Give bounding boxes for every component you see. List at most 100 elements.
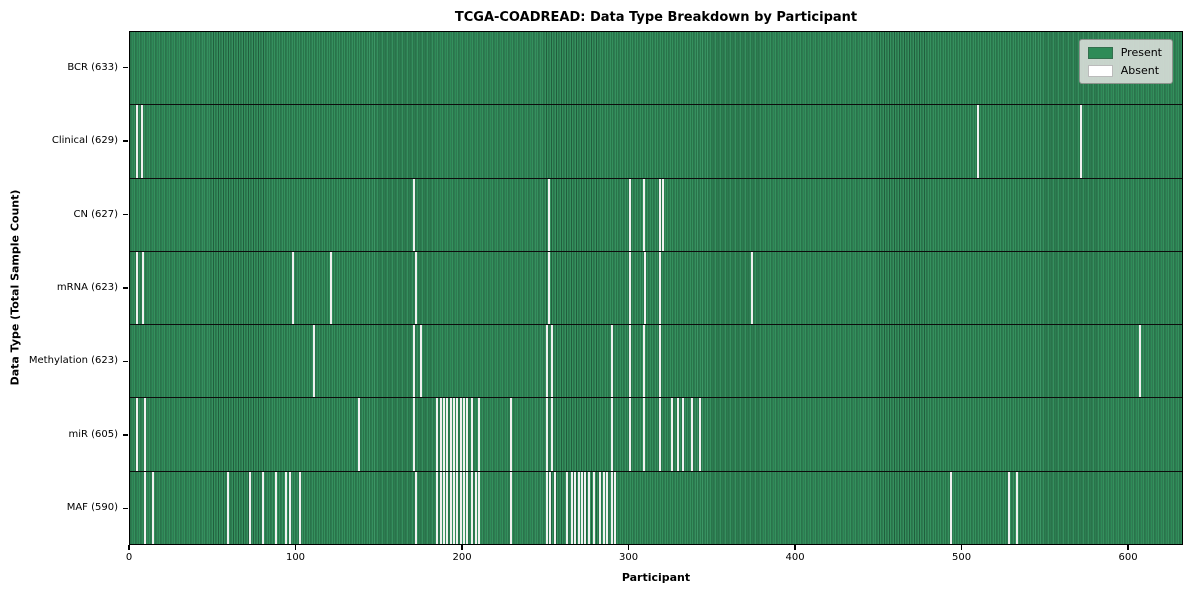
absent-line — [135, 105, 138, 178]
row-band-bcr — [130, 32, 1182, 106]
absent-line — [554, 471, 557, 544]
absent-line — [629, 325, 632, 398]
y-tick-mark — [123, 507, 128, 509]
absent-line — [599, 471, 602, 544]
y-tick-label: mRNA (623) — [56, 282, 118, 293]
x-tick-mark — [461, 545, 463, 550]
x-tick-mark — [794, 545, 796, 550]
absent-line — [605, 471, 608, 544]
x-tick-label: 500 — [951, 552, 972, 563]
row-band-methylation — [130, 325, 1182, 399]
absent-line — [659, 398, 662, 471]
absent-line — [471, 471, 474, 544]
y-tick-label: CN (627) — [73, 208, 118, 220]
absent-line — [547, 251, 550, 325]
absent-line — [456, 471, 459, 544]
absent-line — [478, 471, 480, 544]
absent-line — [227, 471, 230, 544]
absent-line — [546, 325, 549, 398]
absent-line — [275, 471, 278, 544]
absent-line — [690, 398, 693, 471]
legend-label: Present — [1120, 46, 1162, 59]
x-tick-mark — [1127, 545, 1129, 550]
absent-line — [413, 325, 416, 398]
absent-line — [642, 178, 645, 251]
y-tick-mark — [123, 434, 128, 436]
x-tick-label: 200 — [452, 552, 472, 563]
y-tick-mark — [123, 360, 128, 363]
y-tick-label: Methylation (623) — [28, 355, 118, 367]
absent-line — [546, 471, 549, 544]
absent-line — [659, 325, 662, 398]
absent-line — [436, 471, 439, 544]
absent-line — [463, 398, 466, 471]
absent-line — [449, 471, 452, 544]
absent-line — [330, 251, 333, 325]
absent-line — [143, 398, 146, 471]
y-tick-mark — [123, 213, 128, 216]
absent-line — [642, 325, 645, 398]
absent-line — [614, 471, 617, 544]
absent-line — [509, 398, 512, 471]
absent-line — [547, 178, 550, 251]
absent-line — [298, 471, 301, 544]
absent-line — [453, 471, 456, 544]
absent-line — [577, 471, 580, 544]
x-tick-label: 100 — [285, 552, 306, 563]
chart-title: TCGA-COADREAD: Data Type Breakdown by Pa… — [454, 10, 858, 25]
absent-line — [443, 471, 446, 544]
absent-line — [1139, 325, 1142, 398]
absent-line — [699, 398, 702, 471]
absent-line — [446, 471, 449, 544]
absent-line — [261, 471, 264, 544]
absent-line — [152, 471, 155, 544]
x-tick-mark — [627, 545, 630, 550]
absent-line — [478, 398, 480, 471]
absent-line — [750, 251, 753, 325]
x-tick-mark — [294, 545, 297, 550]
absent-line — [449, 398, 452, 471]
row-band-mir — [130, 398, 1182, 472]
absent-line — [291, 251, 294, 325]
absent-line — [551, 398, 554, 471]
absent-line — [602, 471, 605, 544]
x-tick-label: 400 — [785, 552, 805, 563]
absent-line — [1008, 471, 1011, 544]
absent-line — [1016, 471, 1019, 544]
legend-swatch-absent — [1087, 64, 1113, 77]
absent-line — [574, 471, 577, 544]
absent-line — [248, 471, 251, 544]
absent-line — [976, 105, 979, 178]
absent-line — [463, 471, 466, 544]
absent-line — [659, 178, 662, 251]
absent-line — [592, 471, 595, 544]
legend: Present Absent — [1078, 39, 1173, 84]
absent-line — [459, 471, 462, 544]
absent-line — [610, 325, 613, 398]
absent-line — [509, 471, 512, 544]
absent-line — [443, 398, 446, 471]
absent-line — [551, 325, 554, 398]
absent-line — [474, 471, 477, 544]
x-tick-label: 600 — [1118, 552, 1138, 563]
y-tick-label: Clinical (629) — [51, 135, 118, 147]
legend-label: Absent — [1120, 64, 1160, 77]
absent-line — [143, 471, 146, 544]
absent-line — [453, 398, 456, 471]
absent-line — [1079, 105, 1082, 178]
absent-line — [571, 471, 574, 544]
absent-line — [642, 398, 645, 471]
absent-line — [466, 398, 469, 471]
absent-line — [566, 471, 569, 544]
absent-line — [135, 398, 138, 471]
y-tick-label: miR (605) — [68, 428, 118, 440]
absent-line — [629, 178, 632, 251]
absent-line — [140, 105, 143, 178]
absent-line — [419, 325, 422, 398]
absent-line — [313, 325, 316, 398]
absent-line — [629, 398, 632, 471]
absent-line — [466, 471, 469, 544]
absent-line — [446, 398, 449, 471]
absent-line — [659, 251, 662, 325]
